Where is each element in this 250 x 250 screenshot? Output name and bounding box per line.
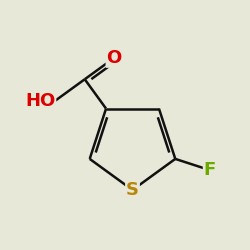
Text: F: F xyxy=(204,161,216,179)
Text: HO: HO xyxy=(25,92,56,110)
Text: O: O xyxy=(106,49,122,67)
Text: S: S xyxy=(126,181,139,199)
